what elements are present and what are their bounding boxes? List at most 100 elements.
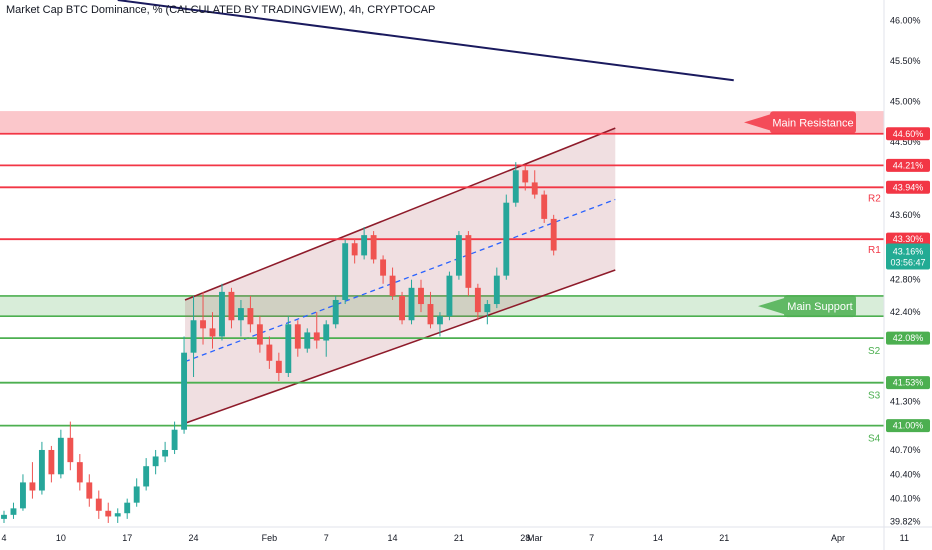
price-tag-2-bg: [886, 180, 930, 194]
candle-body-29: [275, 360, 282, 373]
time-tick-0: 4: [1, 533, 6, 543]
candle-body-20: [190, 320, 197, 353]
main-resistance-arrow: [744, 114, 770, 131]
time-tick-1: 10: [56, 533, 66, 543]
candle-body-57: [541, 194, 548, 219]
candle-body-43: [408, 287, 415, 321]
candle-body-5: [48, 449, 55, 475]
candle-body-13: [124, 502, 131, 514]
candle-body-6: [57, 437, 64, 475]
candle-body-34: [323, 324, 330, 341]
time-tick-7: 21: [454, 533, 464, 543]
price-tag-4-text: 42.08%: [893, 333, 924, 343]
price-tick-8: 40.70%: [890, 445, 921, 455]
channel-fill: [185, 128, 616, 424]
price-tick-11: 39.82%: [890, 516, 921, 526]
candle-body-1: [10, 508, 17, 515]
candle-body-41: [389, 275, 396, 296]
candle-body-47: [446, 275, 453, 317]
candle-body-25: [237, 308, 244, 321]
price-tick-9: 40.40%: [890, 469, 921, 479]
candle-body-30: [285, 324, 292, 373]
candle-body-28: [266, 344, 273, 361]
candle-body-9: [86, 482, 93, 499]
time-tick-12: 21: [719, 533, 729, 543]
price-tick-1: 45.50%: [890, 56, 921, 66]
candle-body-16: [152, 456, 159, 467]
price-tag-5-text: 41.53%: [893, 378, 924, 388]
candle-body-53: [503, 202, 510, 276]
candle-body-58: [550, 218, 557, 251]
candle-body-56: [531, 182, 538, 195]
candle-body-27: [256, 324, 263, 345]
candles-layer: [1, 162, 557, 523]
candle-body-14: [133, 486, 140, 503]
price-tick-5: 42.80%: [890, 275, 921, 285]
candle-body-11: [105, 510, 112, 517]
candle-body-21: [200, 320, 206, 329]
candle-body-26: [247, 308, 254, 325]
time-tick-4: Feb: [262, 533, 278, 543]
time-tick-11: 14: [653, 533, 663, 543]
main-resistance-box: [770, 111, 856, 134]
candle-body-10: [95, 498, 102, 511]
price-tag-0-text: 44.60%: [893, 129, 924, 139]
price-tick-6: 42.40%: [890, 307, 921, 317]
channel-mid-line: [184, 198, 616, 363]
candle-body-55: [522, 170, 529, 183]
candle-body-2: [20, 482, 26, 509]
price-tag-3-text: 43.30%: [893, 234, 924, 244]
candle-body-19: [181, 352, 188, 430]
time-tick-14: 11: [900, 533, 909, 543]
candle-body-12: [114, 513, 121, 517]
price-tick-3: 44.50%: [890, 137, 921, 147]
last-price-value: 43.16%: [893, 247, 924, 257]
price-tick-0: 46.00%: [890, 15, 921, 25]
candle-body-35: [332, 299, 339, 325]
candle-body-37: [351, 243, 358, 256]
channel-upper-line: [184, 127, 616, 301]
main-support-label: Main Support: [787, 301, 852, 313]
price-tag-3-bg: [886, 232, 930, 246]
candle-body-0: [1, 514, 7, 519]
price-tag-6-bg: [886, 419, 930, 433]
level-name-r2: R2: [868, 193, 881, 204]
candle-body-49: [465, 235, 472, 288]
candle-body-22: [209, 328, 216, 337]
candle-body-44: [418, 287, 424, 305]
time-tick-13: Apr: [831, 533, 845, 543]
main-support-arrow: [758, 298, 784, 315]
candle-body-18: [171, 429, 178, 450]
price-axis: 46.00% 45.50% 45.00% 44.50% 43.60% 42.80% 42.4…: [883, 0, 921, 550]
candle-body-17: [162, 449, 169, 457]
time-tick-3: 24: [189, 533, 199, 543]
time-tick-6: 14: [388, 533, 398, 543]
descending-trendline: [117, 0, 734, 82]
candle-body-45: [427, 304, 434, 325]
price-tag-0-bg: [886, 127, 930, 141]
candle-body-24: [228, 291, 235, 321]
candle-body-15: [143, 466, 150, 487]
candle-body-50: [474, 287, 481, 313]
candle-body-52: [493, 275, 500, 305]
resistance-zone: [0, 111, 884, 134]
candle-body-32: [304, 332, 311, 349]
candle-body-46: [437, 316, 443, 325]
candle-body-54: [512, 170, 519, 203]
level-name-s4: S4: [868, 434, 881, 445]
candle-body-4: [38, 449, 45, 491]
price-tick-7: 41.30%: [890, 396, 921, 406]
time-tick-9: Mar: [527, 533, 543, 543]
candle-body-33: [313, 332, 320, 341]
candle-body-3: [29, 482, 36, 491]
price-tag-4-bg: [886, 331, 930, 345]
time-tick-10: 7: [589, 533, 594, 543]
candle-body-40: [380, 259, 387, 276]
price-tick-2: 45.00%: [890, 96, 921, 106]
candle-body-23: [219, 291, 225, 337]
price-tag-1-text: 44.21%: [893, 160, 924, 170]
time-tick-5: 7: [324, 533, 329, 543]
chart-title: Market Cap BTC Dominance, % (CALCULATED …: [6, 4, 436, 16]
main-resistance-label: Main Resistance: [772, 117, 853, 129]
